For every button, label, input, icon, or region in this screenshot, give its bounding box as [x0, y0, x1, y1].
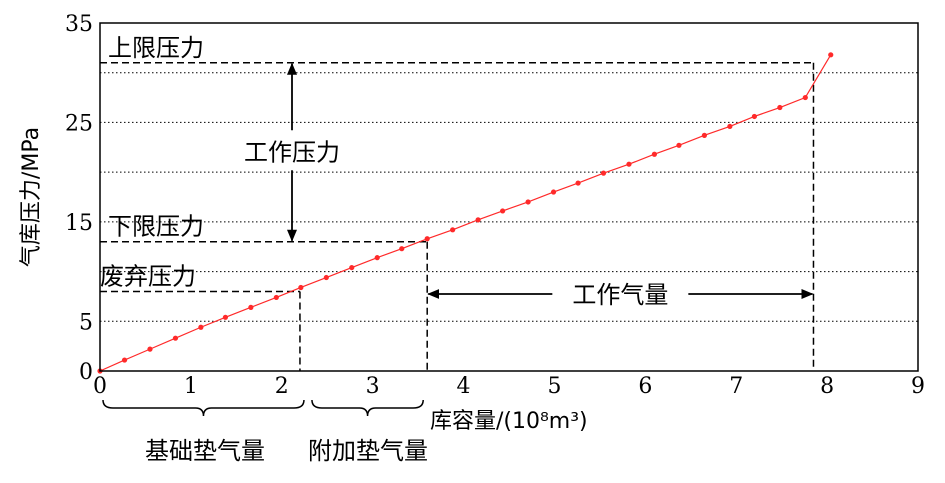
data-point	[349, 264, 355, 271]
working-pressure-label: 工作压力	[244, 138, 340, 166]
cushion-additional-label: 附加垫气量	[308, 437, 428, 465]
y-tick-label: 5	[79, 310, 93, 335]
data-point	[198, 324, 204, 330]
data-point	[525, 199, 531, 205]
y-tick-label: 0	[79, 360, 93, 385]
working-gas-label: 工作气量	[572, 281, 668, 309]
data-point	[828, 52, 834, 58]
x-tick-label: 1	[184, 374, 198, 399]
data-point	[626, 161, 632, 167]
cushion-base-brace	[102, 399, 305, 417]
y-tick-label: 35	[65, 12, 93, 37]
cushion-base-label: 基础垫气量	[145, 437, 265, 465]
data-point	[475, 217, 481, 223]
data-point	[802, 94, 808, 101]
abandon-pressure-label: 废弃压力	[100, 262, 196, 290]
data-point	[121, 357, 128, 363]
y-axis-label: 气库压力/MPa	[19, 127, 44, 267]
data-point	[550, 189, 557, 195]
x-tick-label: 2	[275, 374, 289, 399]
x-tick-label: 8	[820, 374, 834, 399]
data-point	[273, 294, 279, 301]
series-line	[99, 54, 832, 372]
series-layer	[97, 52, 834, 374]
x-tick-label: 5	[547, 374, 561, 399]
data-point	[424, 236, 430, 242]
data-point	[676, 142, 682, 148]
x-tick-label: 9	[911, 374, 925, 399]
data-point	[147, 346, 153, 352]
data-point	[500, 208, 506, 214]
data-point	[701, 132, 708, 138]
data-point	[298, 284, 304, 291]
data-point	[777, 104, 783, 111]
data-point	[323, 274, 329, 281]
data-point	[399, 246, 405, 252]
lower-pressure-label: 下限压力	[108, 213, 204, 241]
data-point	[222, 314, 229, 320]
axis-ticks: 0 1 2 3 4 5 6 7 8 9 0 5 15 25 35 气库压力/MPa 库容量/(10⁸m³)	[19, 12, 925, 434]
plot-frame	[99, 22, 919, 372]
grid-lines	[100, 72, 918, 322]
cushion-additional-brace	[311, 399, 424, 417]
data-point	[248, 304, 254, 310]
x-axis-label: 库容量/(10⁸m³)	[430, 409, 588, 434]
reference-guides	[100, 62, 815, 371]
data-point	[172, 335, 179, 341]
data-point	[727, 123, 733, 130]
data-point	[450, 227, 456, 233]
x-tick-label: 4	[457, 374, 471, 399]
data-point	[751, 113, 758, 120]
y-tick-label: 15	[65, 211, 93, 236]
data-point	[600, 170, 607, 176]
data-point	[651, 151, 658, 157]
upper-pressure-label: 上限压力	[108, 34, 204, 62]
x-tick-label: 7	[729, 374, 743, 399]
data-point	[374, 255, 380, 261]
x-tick-label: 3	[366, 374, 380, 399]
data-point	[575, 180, 581, 186]
y-tick-label: 25	[65, 111, 93, 136]
x-tick-label: 0	[93, 374, 107, 399]
x-tick-label: 6	[638, 374, 652, 399]
